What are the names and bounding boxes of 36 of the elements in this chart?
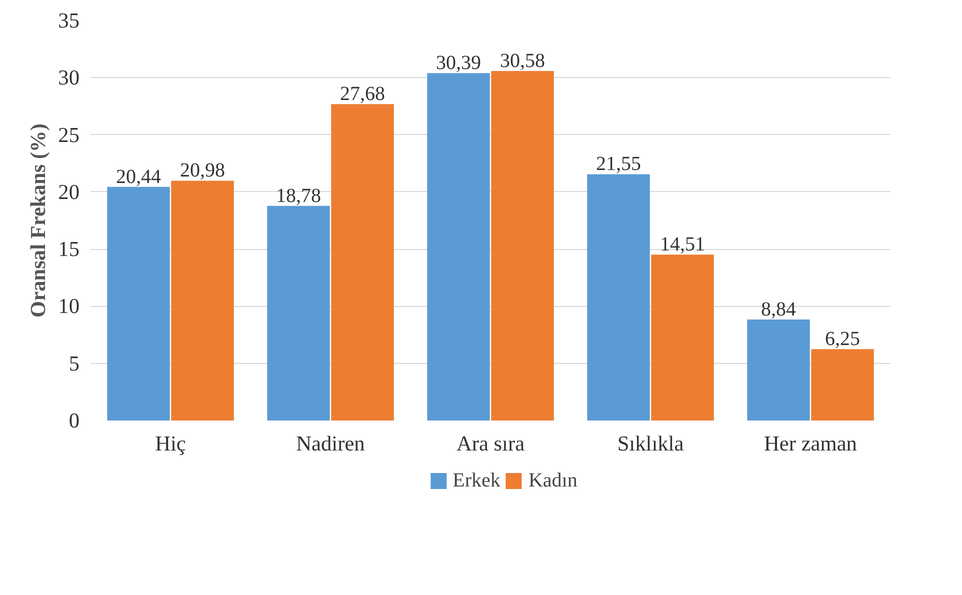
y-axis-title: Oransal Frekans (%) [26, 124, 50, 318]
bar [747, 319, 810, 420]
y-tick-label: 0 [68, 408, 80, 432]
bar [171, 180, 234, 420]
bar [267, 206, 330, 420]
bar [587, 174, 650, 420]
data-label: 27,68 [340, 83, 385, 106]
bar [331, 104, 394, 420]
data-label: 30,39 [436, 52, 481, 74]
data-label: 20,98 [180, 160, 225, 182]
x-tick-label: Nadiren [296, 432, 366, 456]
y-tick-label: 20 [58, 180, 80, 204]
y-tick-label: 15 [58, 237, 80, 262]
legend-label: Erkek [452, 469, 500, 492]
y-tick-label: 5 [68, 351, 80, 376]
x-tick-label: Her zaman [764, 432, 858, 456]
legend-label: Kadın [528, 469, 578, 492]
bar [491, 71, 554, 420]
bar [651, 254, 714, 420]
x-tick-label: Ara sıra [456, 432, 526, 456]
data-label: 30,58 [500, 50, 545, 72]
data-label: 6,25 [825, 328, 860, 350]
data-label: 18,78 [276, 184, 321, 207]
data-label: 21,55 [596, 153, 641, 176]
y-tick-label: 30 [58, 66, 80, 90]
y-tick-label: 10 [58, 294, 80, 318]
data-label: 8,84 [761, 298, 796, 320]
data-label: 20,44 [116, 166, 161, 188]
bar [107, 186, 170, 420]
bar [811, 349, 874, 420]
bar [427, 73, 490, 420]
x-tick-label: Sıklıkla [617, 432, 684, 456]
y-tick-label: 35 [58, 8, 80, 32]
data-label: 14,51 [660, 234, 705, 256]
x-tick-label: Hiç [155, 432, 186, 456]
y-tick-label: 25 [58, 122, 80, 147]
